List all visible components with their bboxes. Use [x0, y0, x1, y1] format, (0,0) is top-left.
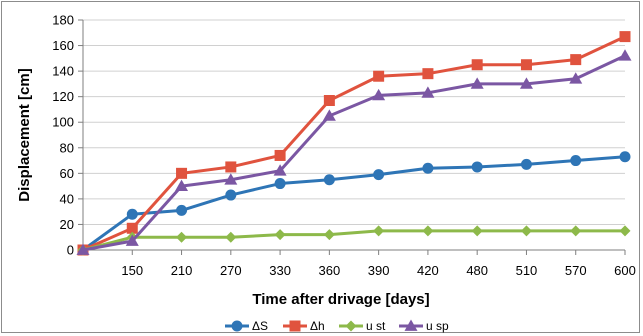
series-1-point [176, 204, 188, 216]
x-tick-label: 270 [220, 263, 242, 278]
series-1 [77, 151, 631, 256]
series-2-point [471, 59, 483, 71]
x-tick-label: 390 [368, 263, 390, 278]
series-3-line [82, 229, 625, 252]
series-2-point [619, 31, 631, 43]
series-4-point [569, 72, 583, 84]
series-4-point [618, 49, 632, 61]
series-1-point [471, 161, 483, 173]
series-group [76, 31, 632, 256]
series-1-point [520, 158, 532, 170]
y-tick-label: 80 [60, 140, 74, 155]
legend-label: Δh [310, 319, 325, 333]
series-2-point [323, 95, 335, 106]
x-tick-label: 510 [516, 263, 538, 278]
x-axis-title: Time after drivage [days] [252, 291, 429, 308]
y-tick-label: 20 [60, 217, 74, 232]
series-2 [77, 31, 631, 256]
legend-label: u sp [426, 319, 449, 333]
series-3-point [570, 225, 582, 237]
series-2-line [82, 35, 626, 252]
y-tick-label: 120 [52, 89, 74, 104]
x-tick-label: 330 [269, 263, 291, 278]
x-tick-label: 210 [171, 263, 193, 278]
x-tick-label: 420 [417, 263, 439, 278]
legend-swatch-marker [231, 320, 243, 332]
series-3-point [422, 225, 434, 237]
legend-label: ΔS [252, 319, 268, 333]
series-4 [76, 49, 632, 255]
series-2-point [176, 167, 188, 179]
series-1-point [570, 155, 582, 167]
y-tick-label: 40 [60, 191, 74, 206]
series-4-point [470, 77, 484, 89]
legend-item-2: Δh [283, 319, 325, 333]
series-3-point [520, 225, 532, 237]
legend-swatch-marker [404, 319, 418, 331]
series-4-point [175, 179, 189, 191]
series-2-point [570, 54, 582, 66]
series-1-point [619, 151, 631, 163]
y-tick-label: 140 [52, 64, 74, 79]
legend-item-1: ΔS [225, 319, 268, 333]
x-tick-label: 150 [121, 263, 143, 278]
series-4-point [76, 243, 90, 255]
y-tick-label: 0 [67, 243, 74, 258]
series-4-point [224, 173, 238, 185]
series-2-point [274, 149, 286, 161]
series-4-point [273, 164, 287, 176]
legend-swatch-marker [289, 320, 301, 332]
series-1-point [126, 208, 138, 220]
series-3-point [471, 225, 483, 237]
x-tick-labels: 150 210 270 330 360 390 420 480 510 570 600 [121, 263, 635, 278]
y-tick-label: 60 [60, 166, 74, 181]
y-tick-label: 160 [52, 38, 74, 53]
series-3 [77, 225, 631, 256]
series-2-point [225, 161, 237, 173]
series-4-line [82, 54, 626, 252]
series-1-point [422, 162, 434, 174]
x-tick-label: 570 [565, 263, 587, 278]
gridlines [83, 19, 625, 225]
series-3-point [619, 225, 631, 237]
legend-label: u st [366, 319, 386, 333]
y-tick-label: 180 [52, 13, 74, 28]
series-1-point [373, 169, 385, 181]
x-tick-label: 600 [614, 263, 636, 278]
series-3-point [323, 229, 335, 241]
x-tick-label: 480 [466, 263, 488, 278]
series-3-point [176, 231, 188, 243]
series-4-point [322, 109, 336, 121]
legend-item-4: u sp [399, 319, 449, 333]
y-axis-title: Displacement [cm] [16, 68, 33, 201]
series-2-point [126, 222, 138, 234]
legend-swatch-marker [345, 320, 357, 332]
series-4-point [421, 86, 435, 98]
series-2-point [422, 68, 434, 80]
series-1-point [225, 189, 237, 201]
series-1-line [82, 155, 626, 252]
series-4-point [372, 88, 386, 101]
series-3-point [225, 231, 237, 243]
y-tick-labels: 0 20 40 60 80 100 120 140 160 180 [52, 13, 74, 258]
series-3-point [274, 229, 286, 241]
series-2-point [373, 70, 385, 82]
legend-item-3: u st [339, 319, 386, 333]
y-tick-label: 100 [52, 115, 74, 130]
series-4-point [519, 77, 533, 89]
legend: ΔS Δh u st u sp [225, 319, 449, 333]
series-2-point [520, 59, 532, 71]
x-tick-label: 360 [319, 263, 341, 278]
series-4-point [125, 234, 139, 246]
series-1-point [323, 174, 335, 186]
series-1-point [274, 178, 286, 190]
axes [78, 19, 626, 255]
series-3-point [373, 225, 385, 237]
